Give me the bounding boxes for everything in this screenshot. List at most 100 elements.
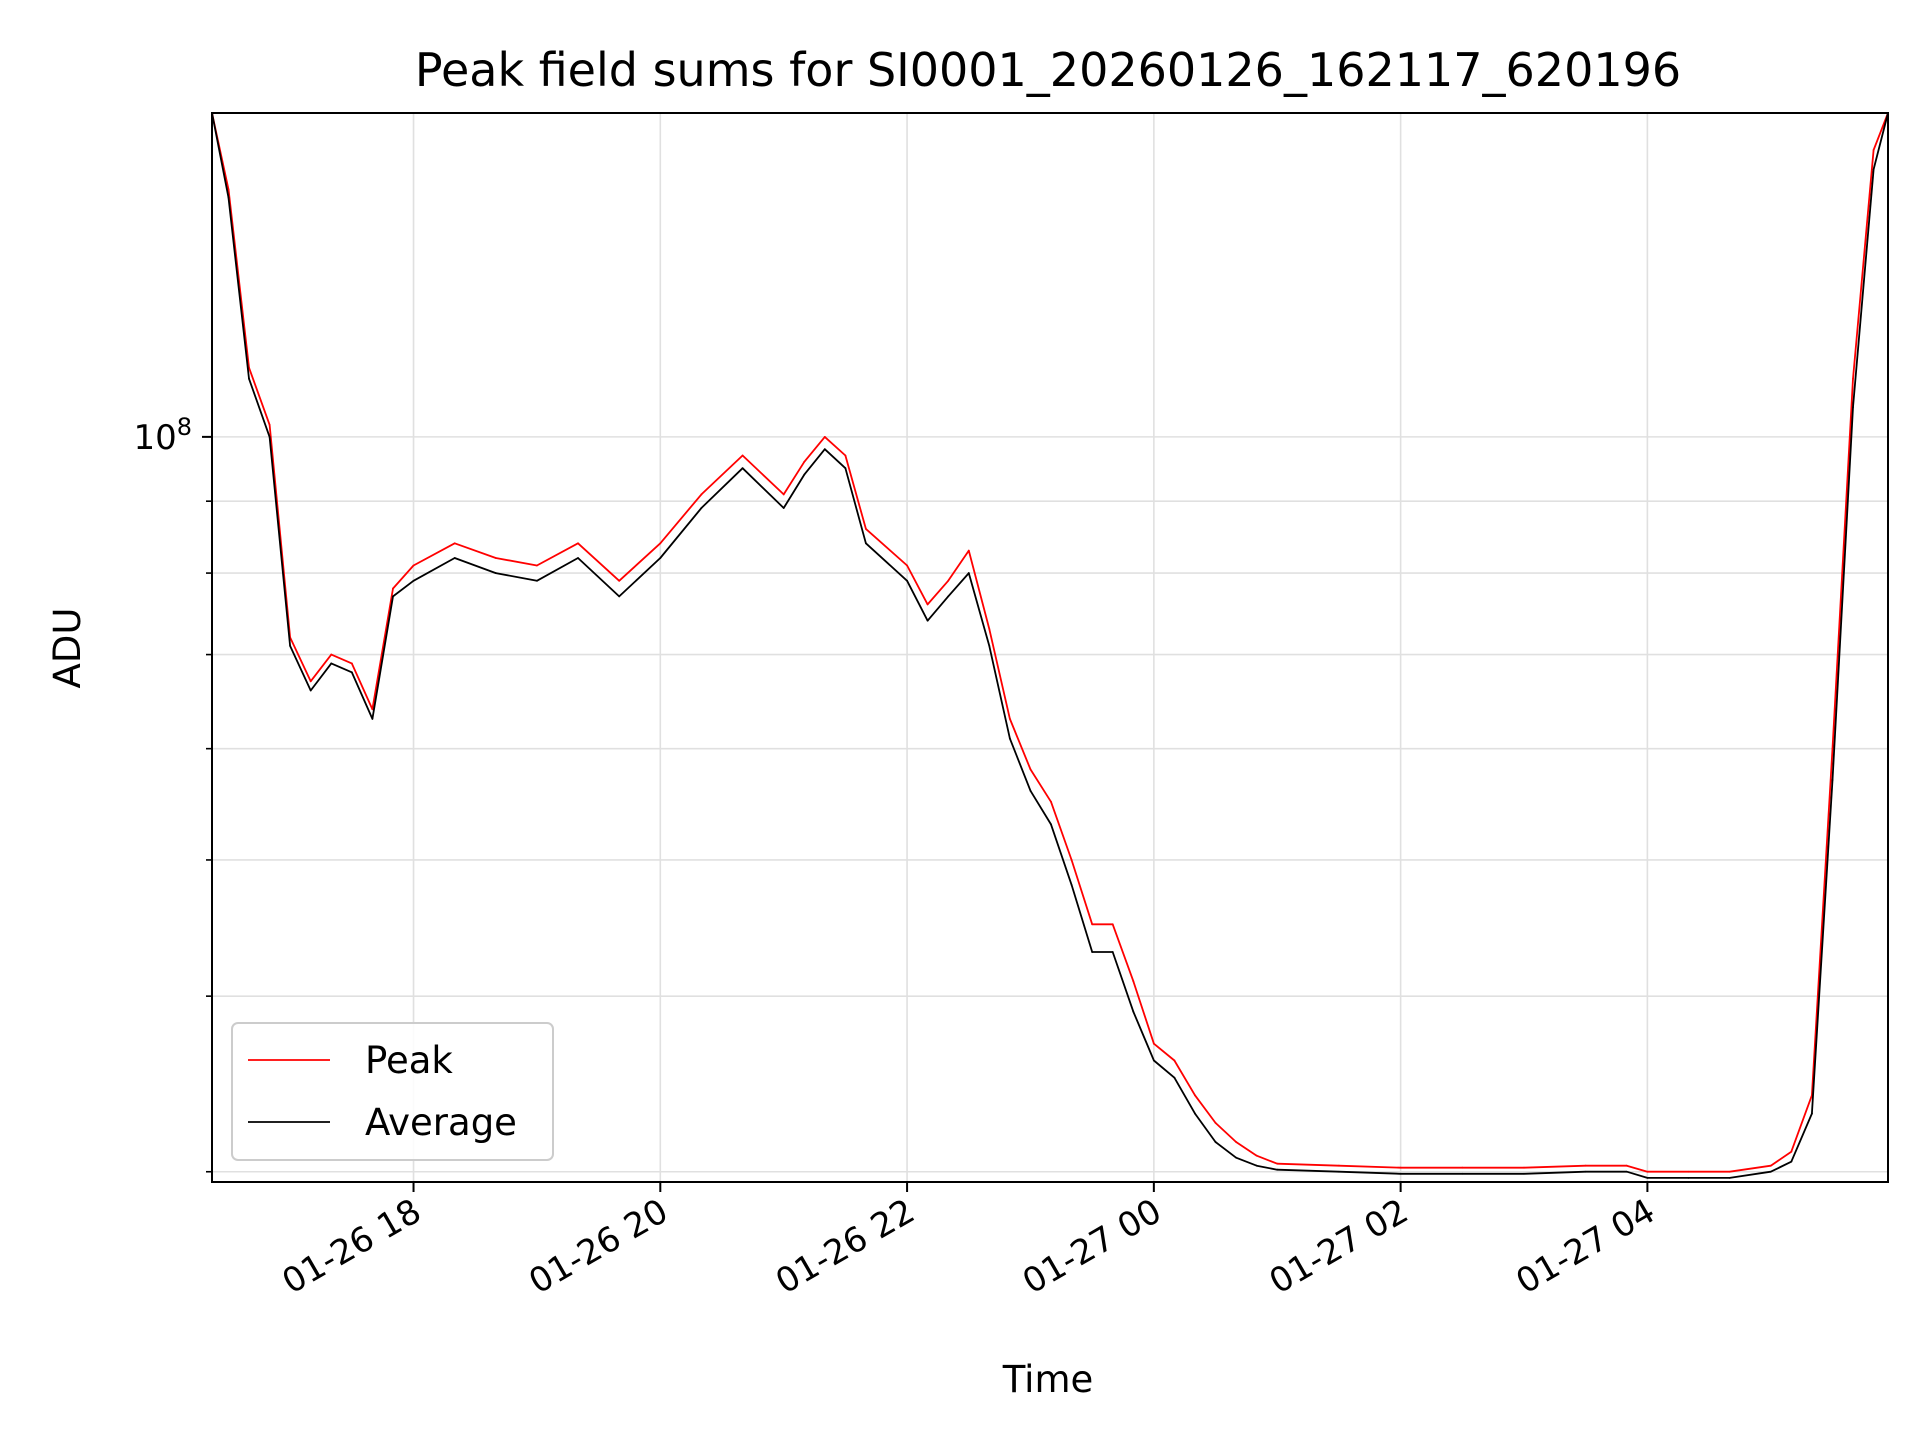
- data-point-peak: [1029, 768, 1032, 771]
- data-point-average: [1523, 1172, 1525, 1175]
- data-point-peak: [330, 653, 333, 656]
- data-point-average: [1461, 1172, 1464, 1175]
- data-point-average: [1728, 1176, 1731, 1179]
- data-point-average: [350, 671, 353, 674]
- data-point-peak: [1214, 1121, 1217, 1124]
- data-point-peak: [803, 460, 806, 463]
- data-point-peak: [618, 579, 621, 582]
- data-point-average: [1872, 168, 1875, 171]
- data-point-peak: [1173, 1059, 1176, 1062]
- data-point-average: [1235, 1156, 1238, 1159]
- data-point-peak: [1790, 1150, 1793, 1153]
- data-point-peak: [536, 564, 538, 567]
- data-point-average: [1852, 406, 1854, 408]
- data-point-peak: [1584, 1164, 1587, 1167]
- x-axis: 01-26 18 01-26 20 01-26 22 01-27 00 01-27 02…: [276, 1182, 1662, 1302]
- data-point-average: [1276, 1168, 1279, 1171]
- data-point-average: [1769, 1170, 1772, 1173]
- data-point-average: [1173, 1076, 1176, 1079]
- legend: Peak Average: [231, 1022, 554, 1161]
- data-point-average: [947, 595, 950, 598]
- data-point-average: [1070, 883, 1073, 886]
- data-point-average: [289, 645, 292, 647]
- data-point-peak: [967, 549, 970, 552]
- data-point-average: [659, 557, 662, 559]
- data-point-average: [700, 507, 703, 509]
- data-point-average: [865, 542, 867, 545]
- data-point-average: [453, 557, 456, 559]
- data-point-average: [906, 579, 908, 582]
- data-point-average: [741, 467, 744, 470]
- data-point-peak: [1625, 1164, 1628, 1167]
- legend-label-average: Average: [365, 1101, 517, 1144]
- data-point-peak: [926, 603, 929, 606]
- data-point-average: [1625, 1170, 1628, 1173]
- data-point-peak: [1338, 1164, 1340, 1167]
- data-point-average: [412, 579, 415, 582]
- data-point-peak: [494, 557, 497, 559]
- data-point-average: [1646, 1176, 1649, 1179]
- data-point-average: [1132, 1010, 1135, 1013]
- data-point-average: [803, 473, 806, 476]
- data-point-peak: [1872, 149, 1875, 151]
- data-point-average: [536, 579, 538, 582]
- data-point-average: [1029, 789, 1032, 792]
- x-tick-label: 01-27 00: [1016, 1191, 1168, 1302]
- x-tick-label: 01-26 18: [276, 1191, 428, 1302]
- data-point-average: [1790, 1160, 1793, 1163]
- data-point-peak: [1008, 717, 1011, 720]
- data-point-peak: [1255, 1154, 1258, 1157]
- legend-label-peak: Peak: [365, 1039, 453, 1082]
- data-point-peak: [659, 542, 662, 545]
- y-tick-label: 108: [133, 413, 192, 458]
- y-tick-label-exponent: 8: [177, 413, 192, 441]
- data-point-peak: [1235, 1141, 1238, 1143]
- data-point-average: [1584, 1170, 1587, 1173]
- data-point-peak: [1646, 1170, 1649, 1173]
- data-point-peak: [268, 423, 271, 426]
- data-point-peak: [1132, 980, 1135, 982]
- data-point-average: [1831, 779, 1834, 781]
- data-point-average: [1152, 1059, 1155, 1062]
- data-point-average: [618, 595, 621, 598]
- data-point-peak: [1687, 1170, 1690, 1173]
- data-point-average: [988, 645, 991, 647]
- data-point-peak: [823, 435, 826, 438]
- data-point-peak: [1152, 1042, 1155, 1045]
- data-point-peak: [947, 579, 950, 582]
- data-point-average: [1255, 1164, 1258, 1167]
- data-point-average: [1111, 951, 1114, 953]
- data-point-average: [844, 467, 847, 470]
- data-point-average: [1811, 1112, 1813, 1115]
- series-line-average: [211, 112, 1889, 1179]
- data-point-average: [823, 448, 826, 451]
- data-point-average: [967, 572, 970, 574]
- data-point-average: [392, 595, 394, 598]
- x-tick-label: 01-27 02: [1263, 1191, 1415, 1302]
- data-point-peak: [453, 542, 456, 545]
- data-point-average: [577, 557, 579, 559]
- data-point-peak: [392, 587, 394, 590]
- data-point-peak: [371, 708, 374, 711]
- series-line-peak: [211, 112, 1889, 1173]
- data-point-peak: [1276, 1162, 1279, 1165]
- data-point-peak: [1070, 859, 1073, 861]
- grid-layer: [212, 113, 1888, 1182]
- x-axis-label: Time: [1002, 1358, 1094, 1401]
- data-point-average: [1687, 1176, 1690, 1179]
- data-point-average: [1214, 1141, 1217, 1143]
- data-point-average: [1091, 951, 1094, 953]
- data-point-average: [1008, 737, 1011, 740]
- plot-frame: [211, 112, 1889, 1183]
- data-layer: [211, 112, 1889, 1179]
- data-point-average: [926, 619, 929, 622]
- data-point-average: [1050, 823, 1052, 826]
- data-point-peak: [1091, 923, 1094, 926]
- data-point-peak: [577, 542, 579, 545]
- data-point-peak: [741, 454, 744, 457]
- data-point-average: [1194, 1112, 1196, 1115]
- data-point-peak: [1461, 1166, 1464, 1169]
- data-point-peak: [700, 493, 703, 496]
- data-point-average: [1338, 1170, 1340, 1173]
